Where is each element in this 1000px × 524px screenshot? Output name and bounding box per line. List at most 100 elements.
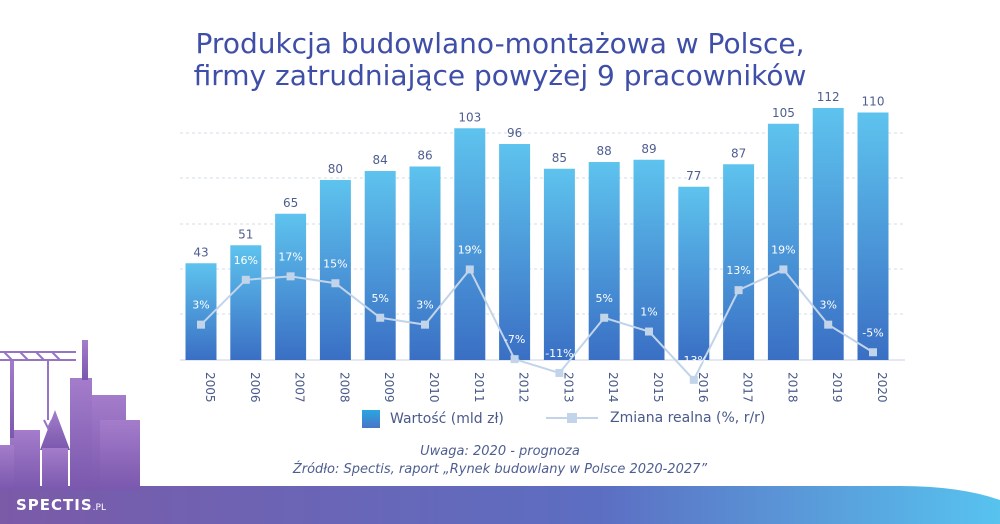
bar-value-label: 77 <box>686 169 701 183</box>
change-point-2013 <box>555 368 564 377</box>
chart-title-line-2: firmy zatrudniające powyżej 9 pracownikó… <box>193 59 807 92</box>
change-value-label: 5% <box>371 292 388 305</box>
bar-value-label: 96 <box>507 126 522 140</box>
change-value-label: 3% <box>192 299 209 312</box>
x-tick-2011: 2011 <box>472 372 486 403</box>
bars <box>185 108 889 360</box>
bar-2016 <box>678 186 710 360</box>
bar-value-label: 84 <box>373 153 388 167</box>
change-point-2008 <box>331 279 340 288</box>
bar-2009 <box>364 171 396 360</box>
bar-value-label: 112 <box>817 90 840 104</box>
x-tick-2015: 2015 <box>651 372 665 403</box>
x-tick-2009: 2009 <box>382 372 396 403</box>
bar-value-label: 87 <box>731 146 746 160</box>
bar-value-label: 88 <box>597 144 612 158</box>
legend-bar-label: Wartość (mld zł) <box>390 411 504 427</box>
x-axis: 2005 2006 2007 2008 2009 2010 2011 2012 2013 2014… <box>203 372 889 403</box>
change-value-label: -11% <box>545 347 573 360</box>
change-value-label: 1% <box>640 306 657 319</box>
change-point-2005 <box>197 320 205 329</box>
x-tick-2013: 2013 <box>561 372 575 403</box>
change-point-2017 <box>734 286 743 295</box>
bar-2008 <box>319 180 351 360</box>
x-tick-2019: 2019 <box>830 372 844 403</box>
x-tick-2016: 2016 <box>696 372 710 403</box>
spectis-logo: SPECTIS.PL <box>16 496 106 514</box>
x-tick-2005: 2005 <box>203 372 217 403</box>
change-value-label: 3% <box>416 299 433 312</box>
bar-value-label: 103 <box>458 110 481 124</box>
source-text: Źródło: Spectis, raport „Rynek budowlany… <box>292 462 708 477</box>
change-point-2006 <box>241 275 250 284</box>
change-point-2007 <box>286 272 295 281</box>
change-value-label: -5% <box>862 326 883 339</box>
x-tick-2010: 2010 <box>427 372 441 403</box>
bar-2007 <box>275 213 307 360</box>
legend-line-label: Zmiana realna (%, r/r) <box>610 410 766 426</box>
bar-2019 <box>812 108 844 360</box>
bar-2005 <box>185 263 217 360</box>
chart-title: Produkcja budowlano-montażowa w Polsce, … <box>0 28 1000 92</box>
bar-value-label: 110 <box>862 95 885 109</box>
bar-2020 <box>857 112 889 360</box>
change-point-2015 <box>645 327 653 336</box>
bar-value-label: 86 <box>417 149 432 163</box>
legend-item-bars: Wartość (mld zł) <box>362 410 504 428</box>
x-tick-2017: 2017 <box>741 372 755 403</box>
x-tick-2018: 2018 <box>785 372 799 403</box>
brand-name: SPECTIS <box>16 496 93 514</box>
change-value-label: 15% <box>323 257 347 270</box>
bar-2012 <box>499 144 531 360</box>
bar-value-label: 105 <box>772 106 795 120</box>
change-point-2018 <box>779 265 788 274</box>
note-text: Uwaga: 2020 - prognoza <box>420 444 580 459</box>
change-value-label: 19% <box>458 243 482 256</box>
change-value-label: 13% <box>726 264 750 277</box>
change-value-label: -13% <box>680 354 708 367</box>
change-value-label: 16% <box>234 254 258 267</box>
x-tick-2020: 2020 <box>875 372 889 403</box>
bar-2018 <box>767 123 799 360</box>
bar-value-label: 65 <box>283 196 298 210</box>
change-value-label: 17% <box>278 250 302 263</box>
change-value-label: 3% <box>819 299 836 312</box>
change-point-2014 <box>600 313 609 322</box>
x-tick-2006: 2006 <box>248 372 262 403</box>
bar-value-label: 89 <box>641 142 656 156</box>
change-point-2009 <box>376 313 385 322</box>
legend: Wartość (mld zł) Zmiana realna (%, r/r) <box>0 406 1000 436</box>
change-point-2016 <box>689 375 698 384</box>
bar-2006 <box>230 245 262 360</box>
x-tick-2008: 2008 <box>337 372 351 403</box>
brand-suffix: .PL <box>92 503 106 513</box>
data-labels: 43 3% 51 16% 65 17% 80 15% 84 5% 86 3% 103 19% 96 -7% 85… <box>192 90 884 367</box>
change-line <box>197 265 877 384</box>
bar-value-label: 80 <box>328 162 343 176</box>
legend-item-line: Zmiana realna (%, r/r) <box>546 410 765 426</box>
change-point-2011 <box>465 265 474 274</box>
change-point-2019 <box>824 320 833 329</box>
bar-2015 <box>633 159 665 360</box>
bar-2013 <box>543 168 575 360</box>
change-line-path <box>200 267 874 382</box>
legend-line-swatch <box>546 413 598 423</box>
change-value-label: 5% <box>595 292 612 305</box>
bar-2010 <box>409 166 441 360</box>
x-tick-2014: 2014 <box>606 372 620 403</box>
bar-2017 <box>723 164 755 360</box>
change-value-label: 19% <box>771 243 795 256</box>
footer-band <box>0 486 1000 524</box>
skyline-illustration <box>0 340 140 490</box>
bar-2011 <box>454 128 486 360</box>
change-value-label: -7% <box>504 333 525 346</box>
bar-value-label: 85 <box>552 151 567 165</box>
bar-2014 <box>588 162 620 360</box>
crane-icon <box>0 351 76 431</box>
x-tick-2012: 2012 <box>517 372 531 403</box>
chart-title-line-1: Produkcja budowlano-montażowa w Polsce, <box>195 27 805 60</box>
change-point-2020 <box>869 348 877 357</box>
legend-bar-swatch <box>362 410 380 428</box>
change-point-2012 <box>510 355 519 364</box>
